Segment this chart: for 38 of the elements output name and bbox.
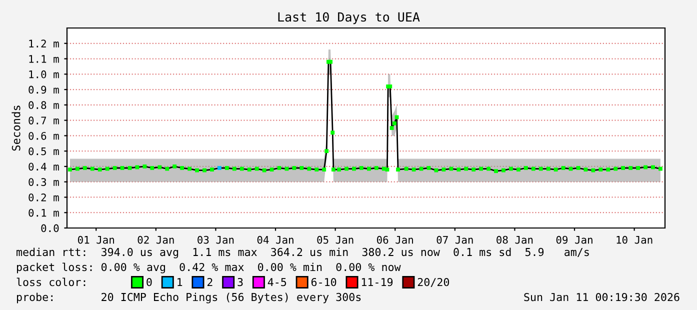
y-tick-label: 0.9 m [28,86,59,94]
y-tick-label: 0.6 m [28,132,59,140]
x-tick-label: 07 Jan [436,236,473,244]
legend-label: 6-10 [311,278,336,286]
text: packet loss: 0.00 % avg 0.42 % max 0.00 % min 0.00 % now [17,262,401,274]
legend-label: 4-5 [268,278,286,286]
y-tick-label: 0.3 m [28,178,59,186]
x-tick-label: 04 Jan [257,236,294,244]
text: probe: 20 ICMP Echo Pings (56 Bytes) every 300s [17,292,361,304]
legend-label: 11-19 [362,278,393,286]
text: Sun Jan 11 00:19:30 2026 [524,292,680,302]
y-tick-label: 0.4 m [28,162,59,171]
legend-label: 0 [146,278,152,286]
legend-label: 1 [178,278,182,286]
y-tick-label: 0.7 m [28,116,59,124]
y-tick-label: 1.1 m [29,55,59,63]
legend-label: 3 [238,278,243,286]
y-tick-label: 0.2 m [28,193,59,202]
legend-title: loss color: [16,278,86,286]
text: median rtt: 394.0 us avg 1.1 ms max 364.2 us min 380.2 us now 0.1 ms sd 5.9 am/s [16,248,589,258]
y-tick-label: 0.5 m [28,147,59,156]
x-tick-label: 01 Jan [78,236,114,244]
x-tick-label: 05 Jan [317,236,354,244]
y-tick-label: 0.1 m [28,208,59,217]
x-tick-label: 09 Jan [556,236,592,244]
y-tick-label: 1.0 m [29,70,59,78]
y-tick-label: 1.2 m [29,40,59,48]
y-axis-title: Seconds [12,106,20,151]
chart-title: Last 10 Days to UEA [278,12,420,24]
x-tick-label: 02 Jan [138,236,174,244]
y-tick-label: 0.8 m [28,101,59,110]
x-tick-label: 10 Jan [616,236,652,244]
x-tick-label: 06 Jan [376,236,413,244]
x-tick-label: 03 Jan [198,236,234,244]
legend-label: 20/20 [418,278,450,288]
y-tick-label: 0.0 [41,224,59,232]
x-tick-label: 08 Jan [496,236,533,244]
legend-label: 2 [207,278,212,286]
